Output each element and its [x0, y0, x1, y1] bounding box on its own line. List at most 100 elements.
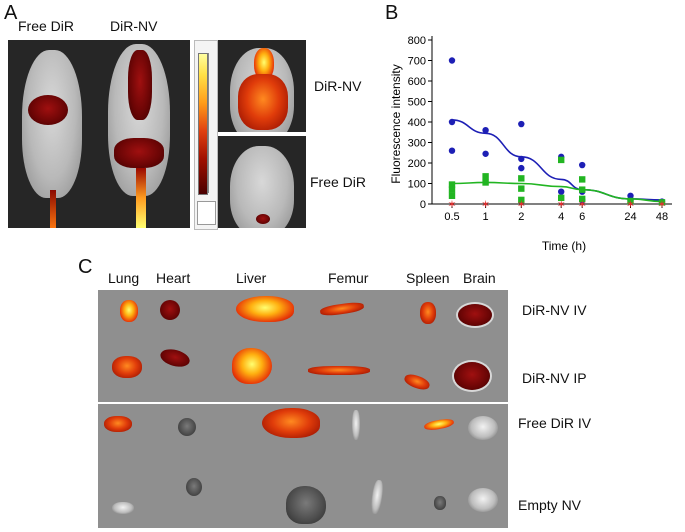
label-dir-nv: DiR-NV — [110, 18, 158, 34]
closeup-head-signal-dir-nv — [254, 48, 274, 80]
panel-c-letter: C — [78, 256, 93, 278]
chart-point-series-1-7 — [518, 196, 525, 204]
chart-y-tick-label: 0 — [420, 199, 426, 211]
organ-femur-dir-nv-iv — [319, 300, 365, 318]
organ-spleen-free-dir-iv — [423, 417, 455, 432]
chart-point-series-1-0 — [448, 181, 456, 188]
chart-point-series-2-2: ✶ — [517, 198, 526, 211]
chart-point-series-1-4 — [482, 179, 489, 186]
chart-x-tick-label: 1 — [483, 211, 489, 223]
chart-point-series-0-1 — [448, 118, 456, 126]
color-scale-ticks — [208, 53, 214, 193]
chart-point-series-1-5 — [518, 175, 525, 182]
organ-brain-empty-nv — [468, 488, 498, 512]
chart-point-series-0-5 — [518, 120, 525, 128]
organ-lung-dir-nv-ip — [112, 356, 142, 378]
tail-signal-free-dir — [50, 190, 56, 228]
chart-point-series-2-6: ✶ — [657, 198, 666, 211]
chart-point-series-2-5: ✶ — [626, 198, 635, 211]
organ-label-femur: Femur — [328, 270, 369, 286]
chart-point-series-0-9 — [558, 188, 565, 195]
chart-point-series-1-9 — [558, 194, 565, 202]
organ-brain-dir-nv-ip — [454, 362, 490, 390]
chart-point-series-1-10 — [579, 176, 586, 183]
chart-point-series-1-6 — [518, 185, 525, 192]
organ-lung-dir-nv-iv — [120, 300, 138, 322]
chart-x-axis-label: Time (h) — [542, 239, 586, 253]
organ-brain-dir-nv-iv — [458, 304, 492, 326]
chart-point-series-0-3 — [482, 127, 489, 134]
chart-point-series-0-4 — [482, 150, 489, 157]
chart-point-series-1-3 — [482, 173, 489, 180]
body-signal-dir-nv-lower — [114, 138, 164, 168]
organ-label-heart: Heart — [156, 270, 191, 286]
chart-y-tick-label: 300 — [408, 138, 426, 150]
chart-point-series-1-14 — [658, 199, 666, 206]
chart-x-tick-label: 2 — [518, 211, 524, 223]
chart-point-series-1-2 — [448, 192, 456, 199]
row-label-empty-nv: Empty NV — [518, 497, 582, 513]
chart-point-series-2-3: ✶ — [557, 198, 566, 211]
organ-femur-dir-nv-ip — [308, 366, 370, 375]
chart-points: ✶ ✶ ✶ ✶ ✶ ✶ ✶ — [447, 57, 667, 211]
organ-liver-empty-nv — [286, 486, 326, 524]
organ-liver-free-dir-iv — [262, 408, 320, 438]
chart-y-tick-label: 200 — [408, 158, 426, 170]
row-label-free-dir-iv: Free DiR IV — [518, 415, 592, 431]
chart-point-series-2-0: ✶ — [447, 198, 456, 211]
chart-x-tick-label: 6 — [579, 211, 585, 223]
organ-brain-free-dir-iv — [468, 416, 498, 440]
chart-point-series-2-1: ✶ — [481, 198, 490, 211]
organ-lung-empty-nv — [112, 502, 134, 514]
organ-spleen-dir-nv-iv — [420, 302, 436, 324]
organ-label-spleen: Spleen — [406, 270, 450, 286]
side-label-dir-nv: DiR-NV — [314, 78, 362, 94]
chart-point-series-1-11 — [579, 186, 586, 193]
body-signal-dir-nv-upper — [128, 50, 152, 120]
organ-image-lower — [98, 404, 508, 528]
chart-point-series-1-12 — [579, 195, 586, 203]
organ-image-upper — [98, 290, 508, 402]
closeup-dir-nv-image — [218, 40, 306, 132]
panel-b-letter: B — [385, 2, 399, 24]
row-label-dir-nv-ip: DiR-NV IP — [522, 370, 587, 386]
chart-y-tick-label: 600 — [408, 76, 426, 88]
organ-spleen-dir-nv-ip — [402, 371, 432, 393]
chart-point-series-0-7 — [518, 164, 525, 172]
chart-x-tick-label: 24 — [624, 211, 636, 223]
closeup-body-signal-dir-nv — [238, 74, 288, 130]
chart-x-tick-label: 48 — [656, 211, 668, 223]
chart-point-series-0-2 — [448, 147, 456, 154]
organ-liver-dir-nv-iv — [236, 296, 294, 322]
chart-y-tick-label: 100 — [408, 179, 426, 191]
ivis-whole-body-image — [8, 40, 190, 228]
organ-femur-free-dir-iv — [352, 410, 360, 440]
label-free-dir: Free DiR — [18, 18, 75, 34]
row-label-dir-nv-iv: DiR-NV IV — [522, 302, 587, 318]
organ-heart-free-dir-iv — [178, 418, 196, 436]
tail-signal-dir-nv — [136, 168, 146, 228]
organ-femur-empty-nv — [369, 479, 385, 515]
organ-heart-empty-nv — [186, 478, 202, 496]
liver-signal-free-dir — [28, 95, 68, 125]
organ-liver-dir-nv-ip — [232, 348, 272, 384]
chart-y-tick-label: 800 — [408, 35, 426, 47]
chart-y-axis-label: Fluorescence intensity — [389, 64, 403, 183]
chart-y-tick-label: 700 — [408, 56, 426, 68]
color-scale-panel — [194, 40, 218, 230]
chart-point-series-1-13 — [627, 197, 634, 205]
organ-label-liver: Liver — [236, 270, 267, 286]
chart-point-series-2-4: ✶ — [578, 198, 587, 211]
panel-a-letter: A — [4, 2, 18, 24]
closeup-tail-signal-free-dir — [256, 214, 270, 224]
organ-heart-dir-nv-ip — [158, 346, 192, 370]
organ-heart-dir-nv-iv — [160, 300, 180, 320]
color-scale-info-box — [197, 201, 216, 225]
color-scale-bar — [198, 53, 208, 195]
chart-point-series-1-8 — [558, 156, 565, 164]
organ-spleen-empty-nv — [434, 496, 446, 510]
chart-x-tick-label: 0.5 — [444, 211, 459, 223]
chart-point-series-0-6 — [518, 155, 525, 163]
